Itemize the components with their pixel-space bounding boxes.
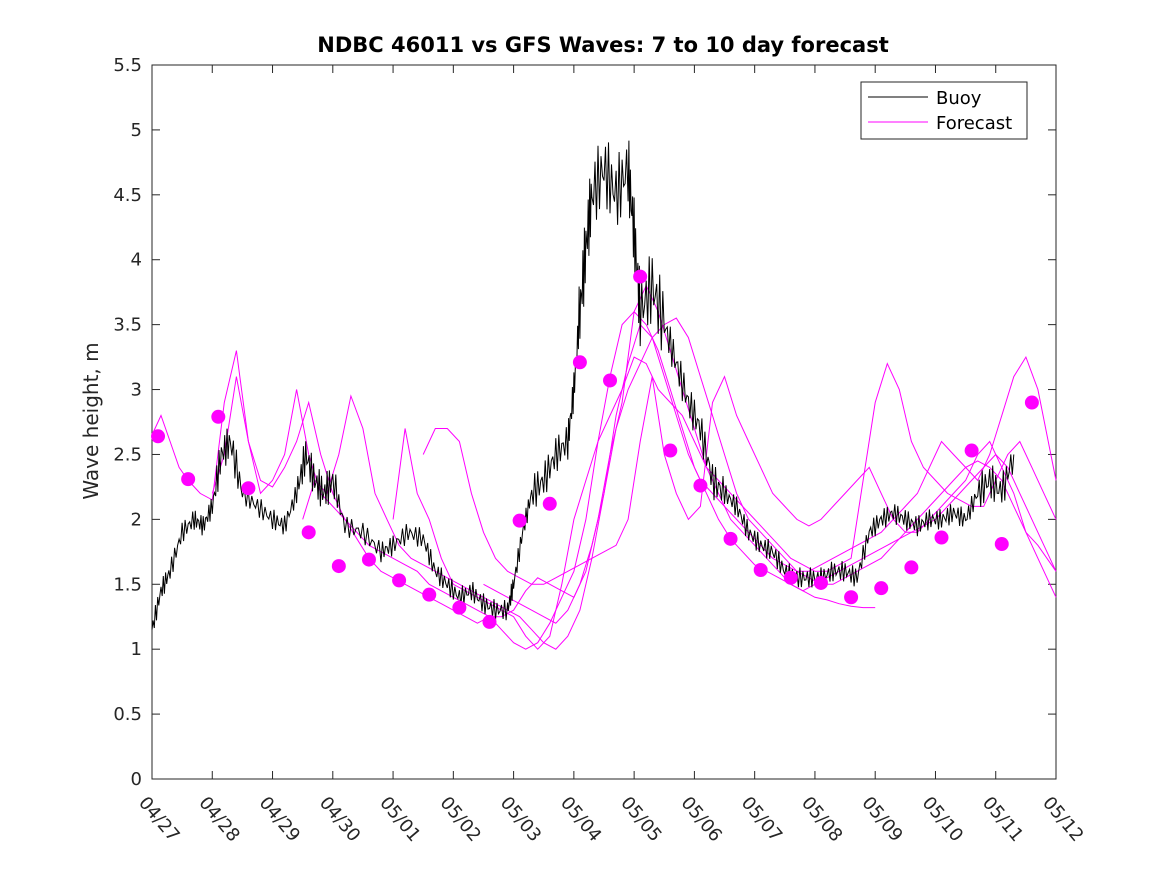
y-tick-label: 5.5 [113, 55, 142, 76]
legend: Buoy Forecast [860, 81, 1028, 140]
forecast-line-2 [302, 317, 1057, 650]
forecast-marker [934, 530, 949, 545]
forecast-marker [301, 525, 316, 540]
forecast-marker [693, 478, 708, 493]
plot-area-frame [151, 64, 1057, 780]
forecast-marker [904, 560, 919, 575]
forecast-marker [723, 531, 738, 546]
y-tick-label: 4.5 [113, 185, 142, 206]
y-tick-label: 0.5 [113, 704, 142, 725]
forecast-marker [994, 537, 1009, 552]
forecast-marker [181, 472, 196, 487]
y-tick-label: 3 [131, 380, 142, 401]
forecast-marker [663, 443, 678, 458]
forecast-marker [241, 481, 256, 496]
buoy-line [151, 140, 1015, 630]
y-tick-label: 1.5 [113, 574, 142, 595]
forecast-marker [603, 373, 618, 388]
forecast-marker [151, 429, 166, 444]
forecast-line-4 [422, 375, 1057, 585]
forecast-marker [783, 570, 798, 585]
forecast-line-5 [483, 323, 1057, 624]
legend-buoy-label: Buoy [936, 88, 982, 109]
forecast-marker [542, 496, 557, 511]
forecast-marker [1024, 395, 1039, 410]
forecast-marker [964, 443, 979, 458]
forecast-marker [361, 552, 376, 567]
forecast-marker [211, 409, 226, 424]
forecast-marker [874, 581, 889, 596]
y-tick-label: 1 [131, 639, 142, 660]
forecast-marker [482, 614, 497, 629]
y-tick-label: 4 [131, 250, 142, 271]
forecast-marker [753, 562, 768, 577]
forecast-marker [633, 269, 648, 284]
legend-box [860, 81, 1028, 140]
forecast-marker [331, 559, 346, 574]
forecast-marker [452, 600, 467, 615]
forecast-marker [844, 590, 859, 605]
y-tick-label: 2.5 [113, 444, 142, 465]
forecast-marker [422, 587, 437, 602]
y-tick-label: 0 [131, 769, 142, 790]
forecast-marker [572, 355, 587, 370]
chart-title: NDBC 46011 vs GFS Waves: 7 to 10 day for… [317, 33, 888, 57]
y-tick-label: 2 [131, 509, 142, 530]
y-tick-label: 3.5 [113, 315, 142, 336]
forecast-marker [813, 575, 828, 590]
forecast-marker [512, 513, 527, 528]
y-tick-label: 5 [131, 120, 142, 141]
y-axis-title: Wave height, m [79, 342, 103, 499]
forecast-marker [392, 573, 407, 588]
legend-forecast-label: Forecast [936, 113, 1012, 134]
